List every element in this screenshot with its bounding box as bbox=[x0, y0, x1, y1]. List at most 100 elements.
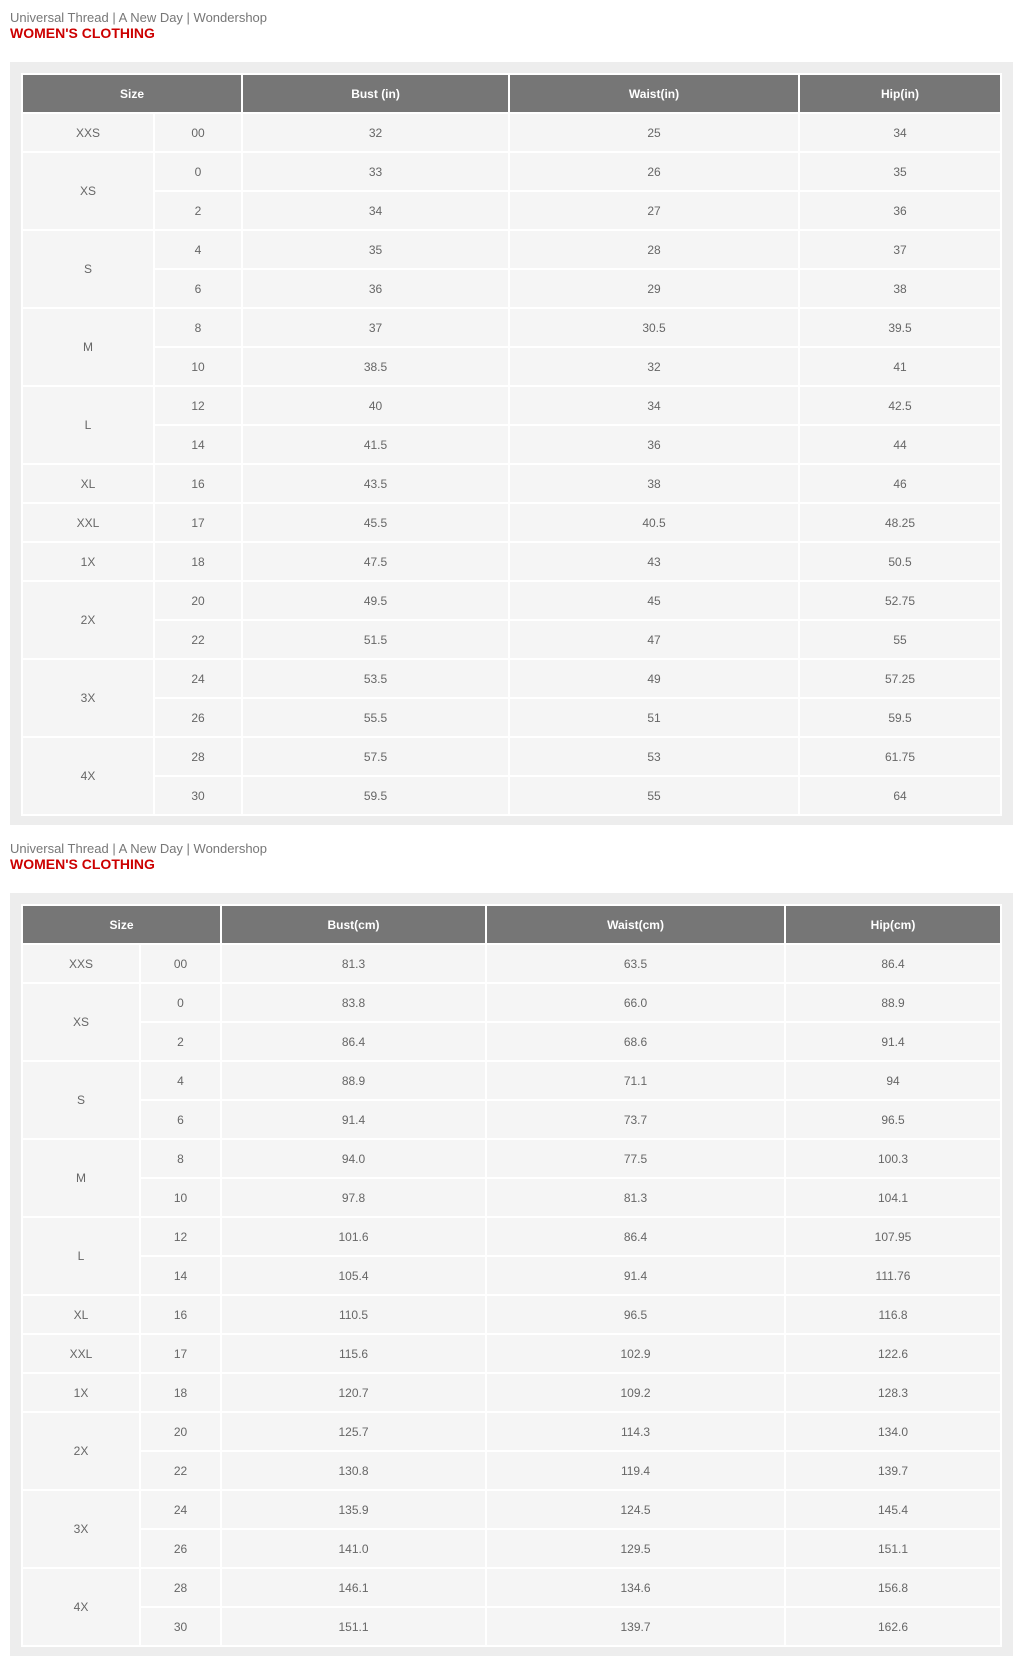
waist-value: 32 bbox=[510, 348, 799, 385]
waist-value: 49 bbox=[510, 660, 799, 697]
size-table: Size Bust(cm) Waist(cm) Hip(cm) XXS 00 81.… bbox=[21, 904, 1002, 1647]
size-label: XS bbox=[23, 984, 139, 1060]
bust-value: 45.5 bbox=[243, 504, 509, 541]
size-number: 16 bbox=[141, 1296, 221, 1333]
table-row: 30 151.1 139.7 162.6 bbox=[23, 1608, 1000, 1645]
waist-value: 34 bbox=[510, 387, 799, 424]
size-number: 20 bbox=[141, 1413, 221, 1450]
bust-value: 91.4 bbox=[222, 1101, 486, 1138]
table-row: XL 16 43.5 38 46 bbox=[23, 465, 1000, 502]
hip-value: 34 bbox=[800, 114, 1000, 151]
table-row: 6 36 29 38 bbox=[23, 270, 1000, 307]
waist-value: 43 bbox=[510, 543, 799, 580]
bust-value: 88.9 bbox=[222, 1062, 486, 1099]
category-title: WOMEN'S CLOTHING bbox=[10, 25, 155, 41]
waist-value: 38 bbox=[510, 465, 799, 502]
hip-value: 48.25 bbox=[800, 504, 1000, 541]
table-row: 14 41.5 36 44 bbox=[23, 426, 1000, 463]
hip-value: 50.5 bbox=[800, 543, 1000, 580]
size-number: 18 bbox=[155, 543, 242, 580]
table-row: S 4 35 28 37 bbox=[23, 231, 1000, 307]
waist-value: 73.7 bbox=[487, 1101, 785, 1138]
waist-value: 81.3 bbox=[487, 1179, 785, 1216]
size-number: 00 bbox=[141, 945, 221, 982]
size-label: M bbox=[23, 1140, 139, 1216]
brand-line: Universal Thread | A New Day | Wondersho… bbox=[10, 10, 268, 25]
table-row: 2 34 27 36 bbox=[23, 192, 1000, 229]
bust-value: 105.4 bbox=[222, 1257, 486, 1294]
waist-value: 51 bbox=[510, 699, 799, 736]
bust-value: 33 bbox=[243, 153, 509, 190]
hip-value: 139.7 bbox=[786, 1452, 1000, 1489]
hip-value: 128.3 bbox=[786, 1374, 1000, 1411]
size-label: 4X bbox=[23, 1569, 139, 1645]
header-bust: Bust(cm) bbox=[222, 906, 486, 943]
bust-value: 47.5 bbox=[243, 543, 509, 580]
size-label: 1X bbox=[23, 543, 153, 580]
size-label: L bbox=[23, 1218, 139, 1294]
size-number: 0 bbox=[155, 153, 242, 190]
table-row: 26 141.0 129.5 151.1 bbox=[23, 1530, 1000, 1567]
table-row: 2 86.4 68.6 91.4 bbox=[23, 1023, 1000, 1060]
size-label: S bbox=[23, 231, 153, 307]
table-row: 22 130.8 119.4 139.7 bbox=[23, 1452, 1000, 1489]
size-chart-inches: Size Bust (in) Waist(in) Hip(in) XXS 00 32… bbox=[10, 62, 1013, 825]
size-number: 30 bbox=[141, 1608, 221, 1645]
waist-value: 139.7 bbox=[487, 1608, 785, 1645]
hip-value: 162.6 bbox=[786, 1608, 1000, 1645]
table-row: 3X 24 135.9 124.5 145.4 bbox=[23, 1491, 1000, 1567]
bust-value: 36 bbox=[243, 270, 509, 307]
table-row: M 8 37 30.5 39.5 bbox=[23, 309, 1000, 385]
table-row: XXL 17 45.5 40.5 48.25 bbox=[23, 504, 1000, 541]
size-number: 30 bbox=[155, 777, 242, 814]
hip-value: 145.4 bbox=[786, 1491, 1000, 1528]
size-label: S bbox=[23, 1062, 139, 1138]
header-hip: Hip(in) bbox=[800, 75, 1000, 112]
size-label: 1X bbox=[23, 1374, 139, 1411]
bust-value: 97.8 bbox=[222, 1179, 486, 1216]
bust-value: 32 bbox=[243, 114, 509, 151]
size-number: 2 bbox=[155, 192, 242, 229]
table-row: 26 55.5 51 59.5 bbox=[23, 699, 1000, 736]
brand-line: Universal Thread | A New Day | Wondersho… bbox=[10, 841, 268, 856]
bust-value: 55.5 bbox=[243, 699, 509, 736]
hip-value: 36 bbox=[800, 192, 1000, 229]
table-row: M 8 94.0 77.5 100.3 bbox=[23, 1140, 1000, 1216]
hip-value: 57.25 bbox=[800, 660, 1000, 697]
waist-value: 27 bbox=[510, 192, 799, 229]
hip-value: 46 bbox=[800, 465, 1000, 502]
waist-value: 25 bbox=[510, 114, 799, 151]
waist-value: 91.4 bbox=[487, 1257, 785, 1294]
bust-value: 37 bbox=[243, 309, 509, 346]
waist-value: 45 bbox=[510, 582, 799, 619]
table-row: 2X 20 49.5 45 52.75 bbox=[23, 582, 1000, 658]
waist-value: 77.5 bbox=[487, 1140, 785, 1177]
size-label: XXS bbox=[23, 114, 153, 151]
size-number: 8 bbox=[155, 309, 242, 346]
hip-value: 55 bbox=[800, 621, 1000, 658]
bust-value: 53.5 bbox=[243, 660, 509, 697]
waist-value: 124.5 bbox=[487, 1491, 785, 1528]
bust-value: 40 bbox=[243, 387, 509, 424]
bust-value: 135.9 bbox=[222, 1491, 486, 1528]
hip-value: 88.9 bbox=[786, 984, 1000, 1021]
size-chart-cm: Size Bust(cm) Waist(cm) Hip(cm) XXS 00 81.… bbox=[10, 893, 1013, 1656]
bust-value: 51.5 bbox=[243, 621, 509, 658]
waist-value: 36 bbox=[510, 426, 799, 463]
table-row: 30 59.5 55 64 bbox=[23, 777, 1000, 814]
hip-value: 44 bbox=[800, 426, 1000, 463]
size-number: 6 bbox=[141, 1101, 221, 1138]
hip-value: 104.1 bbox=[786, 1179, 1000, 1216]
hip-value: 116.8 bbox=[786, 1296, 1000, 1333]
hip-value: 94 bbox=[786, 1062, 1000, 1099]
waist-value: 53 bbox=[510, 738, 799, 775]
table-row: XS 0 33 26 35 bbox=[23, 153, 1000, 229]
waist-value: 29 bbox=[510, 270, 799, 307]
bust-value: 94.0 bbox=[222, 1140, 486, 1177]
table-row: L 12 40 34 42.5 bbox=[23, 387, 1000, 463]
table-row: 10 38.5 32 41 bbox=[23, 348, 1000, 385]
hip-value: 156.8 bbox=[786, 1569, 1000, 1606]
hip-value: 111.76 bbox=[786, 1257, 1000, 1294]
hip-value: 96.5 bbox=[786, 1101, 1000, 1138]
size-label: 3X bbox=[23, 1491, 139, 1567]
